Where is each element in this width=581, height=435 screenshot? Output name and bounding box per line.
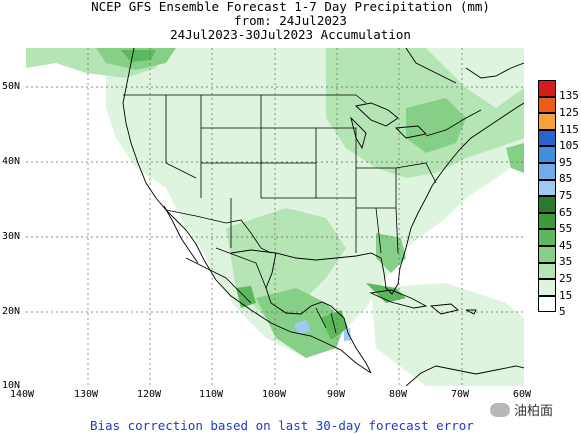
chart-title: NCEP GFS Ensemble Forecast 1-7 Day Preci… <box>91 0 490 14</box>
accumulation-period: 24Jul2023-30Jul2023 Accumulation <box>170 27 411 42</box>
watermark: 油柏面 <box>490 400 553 419</box>
legend-label-35: 35 <box>559 255 573 269</box>
legend-label-75: 75 <box>559 188 573 202</box>
legend-swatch-115 <box>538 113 556 130</box>
legend-label-25: 25 <box>559 271 573 285</box>
legend-label-85: 85 <box>559 172 573 186</box>
legend-swatch-105 <box>538 129 556 147</box>
legend-label-105: 105 <box>559 139 579 153</box>
lat-label-30n: 30N <box>2 231 21 242</box>
legend-swatch-15 <box>538 279 556 296</box>
legend-swatch-35 <box>538 246 556 263</box>
lon-label-120w: 120W <box>137 389 162 400</box>
legend-label-15: 15 <box>559 288 573 302</box>
lat-label-40n: 40N <box>2 156 21 167</box>
lat-lon-grid <box>26 48 524 386</box>
lon-label-90w: 90W <box>327 389 346 400</box>
legend-swatch-55 <box>538 212 556 230</box>
lon-label-80w: 80W <box>389 389 408 400</box>
lat-label-20n: 20N <box>2 306 21 317</box>
legend-swatch-85 <box>538 163 556 180</box>
lon-label-70w: 70W <box>451 389 470 400</box>
lon-label-140w: 140W <box>10 389 35 400</box>
lon-label-130w: 130W <box>74 389 99 400</box>
legend-swatch-95 <box>538 146 556 163</box>
precipitation-map <box>26 48 524 386</box>
lon-label-100w: 100W <box>262 389 287 400</box>
legend-swatch-135 <box>538 80 556 97</box>
legend-label-5: 5 <box>559 305 566 319</box>
lat-label-10n: 10N <box>2 380 21 391</box>
legend-label-55: 55 <box>559 222 573 236</box>
watermark-text: 油柏面 <box>514 404 554 419</box>
legend-swatch-65 <box>538 196 556 213</box>
lat-label-50n: 50N <box>2 81 21 92</box>
chat-bubble-icon <box>490 402 510 417</box>
precip-shading-75 <box>294 320 351 341</box>
legend-label-135: 135 <box>559 89 579 103</box>
legend-label-125: 125 <box>559 105 579 119</box>
lon-label-60w: 60W <box>513 389 532 400</box>
legend-label-115: 115 <box>559 122 579 136</box>
legend-swatch-5 <box>538 295 556 313</box>
lon-label-110w: 110W <box>199 389 224 400</box>
legend-swatch-45 <box>538 229 556 246</box>
legend-label-95: 95 <box>559 155 573 169</box>
legend-swatch-125 <box>538 96 556 114</box>
legend-label-65: 65 <box>559 205 573 219</box>
political-borders <box>123 94 482 334</box>
legend-label-45: 45 <box>559 238 573 252</box>
forecast-init-date: from: 24Jul2023 <box>234 13 347 28</box>
legend-swatch-75 <box>538 179 556 197</box>
coastlines <box>122 48 524 386</box>
legend-swatch-25 <box>538 262 556 280</box>
bias-correction-note: Bias correction based on last 30-day for… <box>90 418 474 433</box>
